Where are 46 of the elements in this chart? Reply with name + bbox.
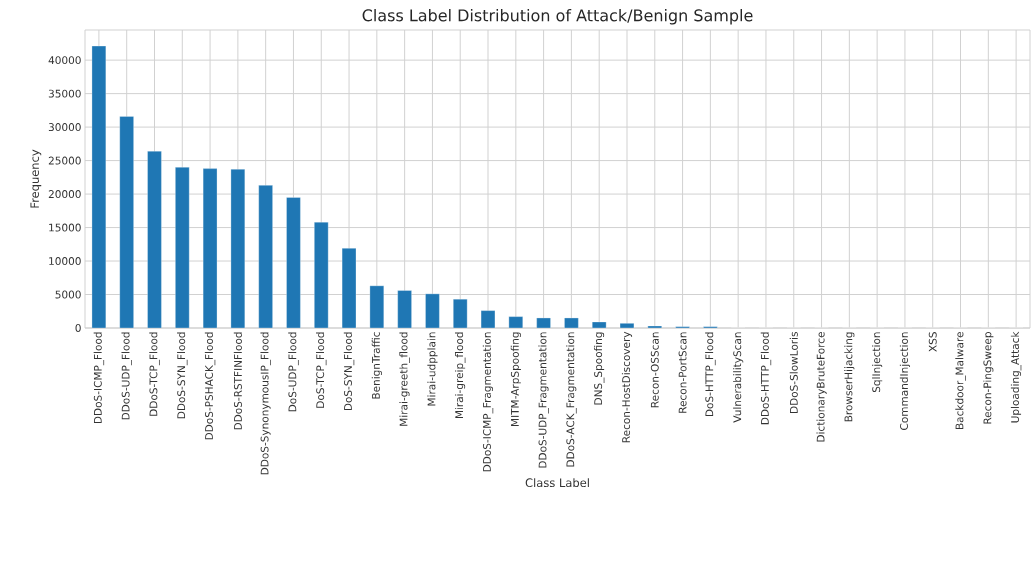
- x-tick-label: BenignTraffic: [371, 332, 382, 399]
- x-tick-label: DDoS-ICMP_Flood: [93, 332, 105, 424]
- y-tick-label: 10000: [49, 257, 81, 266]
- x-tick-label: DDoS-ACK_Fragmentation: [566, 332, 577, 467]
- y-tick-label: 15000: [49, 223, 81, 232]
- x-tick-label: DoS-TCP_Flood: [316, 332, 327, 408]
- x-tick-label: DDoS-HTTP_Flood: [760, 332, 772, 425]
- x-tick-label: Recon-HostDiscovery: [621, 331, 633, 443]
- y-axis-title: Frequency: [30, 149, 42, 208]
- x-tick-label: DoS-SYN_Flood: [343, 332, 355, 411]
- x-tick-label: Recon-PortScan: [678, 332, 687, 413]
- x-tick-label: Uploading_Attack: [1010, 331, 1022, 423]
- x-axis-title: Class Label: [525, 478, 589, 488]
- x-tick-label: DDoS-SynonymousIP_Flood: [260, 332, 271, 475]
- chart-title: Class Label Distribution of Attack/Benign Sample: [362, 9, 753, 25]
- y-tick-label: 25000: [48, 156, 81, 165]
- x-tick-label: DDoS-TCP_Flood: [149, 332, 160, 416]
- y-tick-label: 40000: [48, 56, 81, 65]
- x-tick-label: Recon-PingSweep: [983, 332, 994, 424]
- y-tick-label: 0: [75, 324, 81, 332]
- x-tick-label: Mirai-udpplain: [427, 332, 438, 406]
- x-tick-label: MITM-ArpSpoofing: [510, 332, 521, 426]
- y-tick-label: 30000: [48, 123, 81, 132]
- x-tick-label: SqlInjection: [872, 332, 883, 393]
- x-tick-label: Mirai-greeth_flood: [399, 332, 410, 426]
- x-tick-label: DDoS-PSHACK_Flood: [204, 332, 216, 440]
- x-tick-label: VulnerabilityScan: [733, 332, 744, 423]
- y-tick-label: 35000: [48, 89, 81, 98]
- x-tick-label: XSS: [928, 332, 937, 352]
- x-tick-label: DDoS-ICMP_Fragmentation: [482, 332, 494, 472]
- x-tick-label: DDoS-SlowLoris: [789, 332, 798, 413]
- y-tick-label: 20000: [48, 190, 81, 199]
- x-tick-label: Mirai-greip_flood: [454, 332, 466, 419]
- x-tick-label: BrowserHijacking: [844, 332, 855, 422]
- x-tick-label: CommandInjection: [899, 332, 911, 430]
- x-tick-label: DDoS-UDP_Flood: [121, 332, 132, 420]
- x-tick-label: Recon-OSScan: [650, 332, 659, 408]
- y-tick-label: 5000: [55, 290, 81, 299]
- x-tick-label: DDoS-UDP_Fragmentation: [538, 332, 549, 468]
- x-tick-label: DDoS-SYN_Flood: [177, 332, 188, 419]
- x-tick-label: DoS-UDP_Flood: [288, 332, 299, 412]
- x-tick-label: DDoS-RSTFINFlood: [233, 332, 242, 430]
- x-tick-label: DictionaryBruteForce: [816, 332, 827, 442]
- x-tick-label: Backdoor_Malware: [955, 332, 966, 430]
- x-tick-label: DoS-HTTP_Flood: [705, 332, 716, 417]
- x-tick-label: DNS_Spoofing: [593, 332, 605, 405]
